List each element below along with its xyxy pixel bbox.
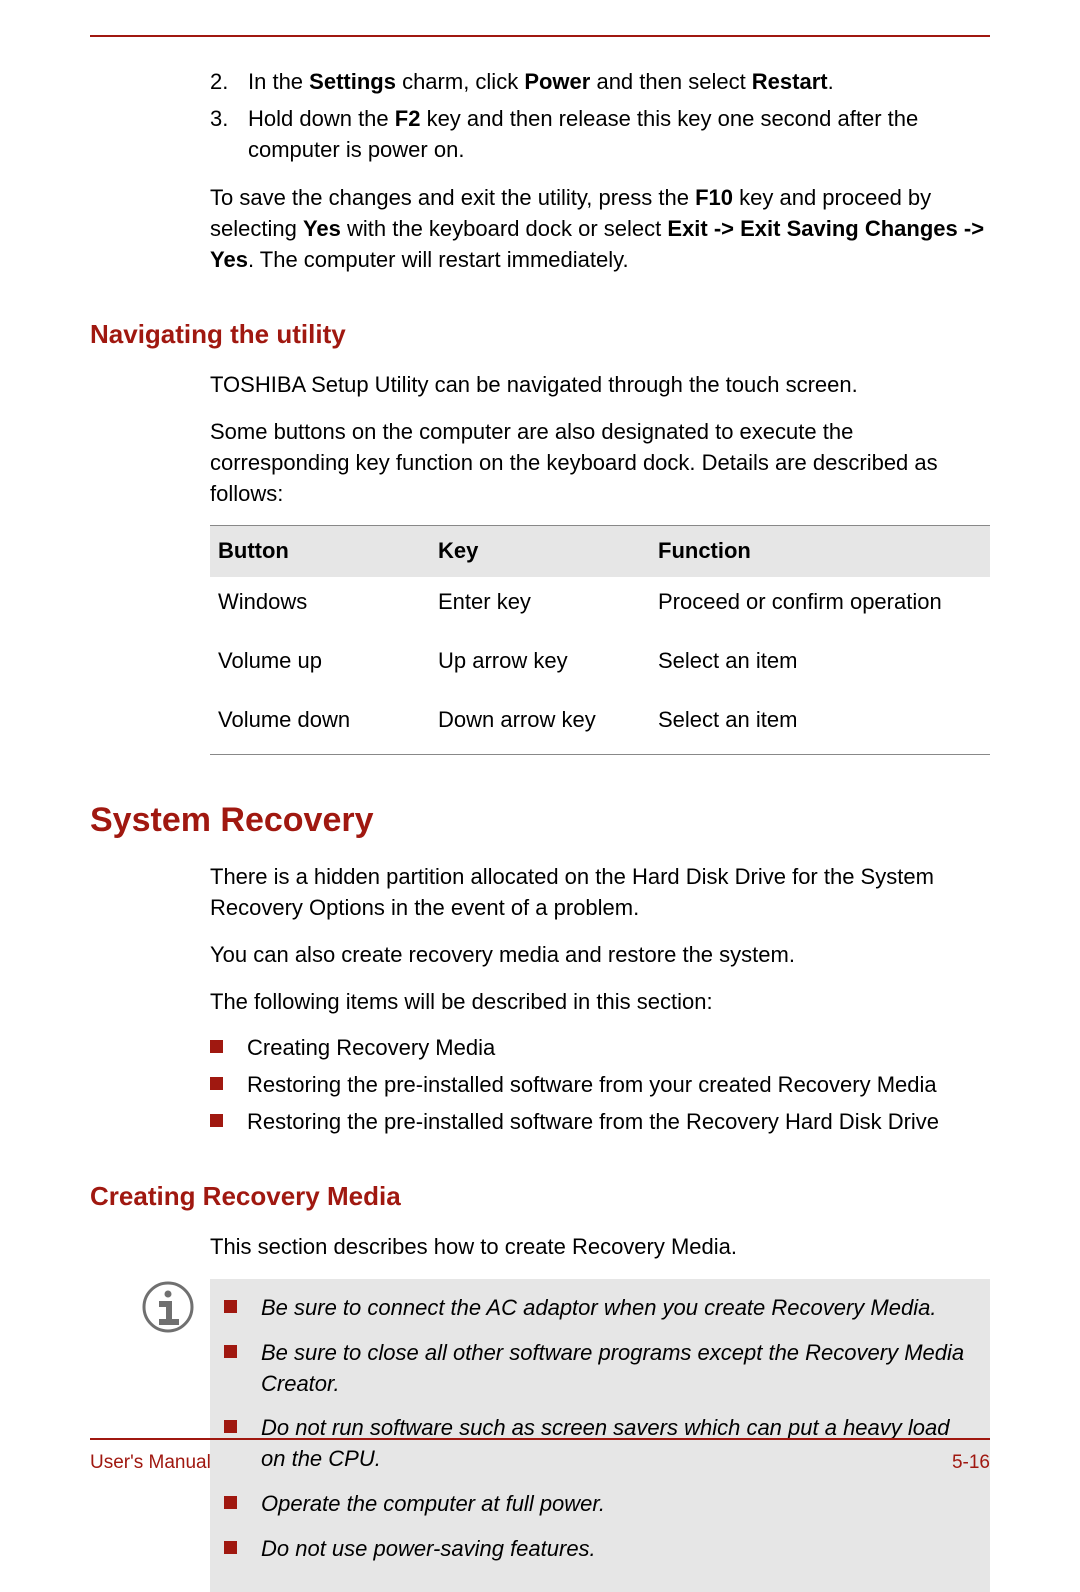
footer-right: 5-16: [952, 1450, 990, 1477]
bullet-icon: [224, 1300, 237, 1313]
bullet-text: Be sure to connect the AC adaptor when y…: [261, 1293, 936, 1324]
list-item: Creating Recovery Media: [210, 1033, 990, 1064]
step-text: In the Settings charm, click Power and t…: [248, 67, 834, 98]
bullet-text: Do not use power-saving features.: [261, 1534, 596, 1565]
note-bullets: Be sure to connect the AC adaptor when y…: [224, 1293, 976, 1565]
table-row: Volume up Up arrow key Select an item: [210, 636, 990, 695]
bullet-icon: [224, 1345, 237, 1358]
nav-p2: Some buttons on the computer are also de…: [210, 417, 990, 509]
table-header-row: Button Key Function: [210, 526, 990, 577]
table-cell: Proceed or confirm operation: [658, 587, 982, 618]
table-header-cell: Function: [658, 536, 982, 567]
creating-p1: This section describes how to create Rec…: [210, 1232, 990, 1263]
table-cell: Select an item: [658, 705, 982, 736]
list-item: Be sure to close all other software prog…: [224, 1338, 976, 1400]
system-recovery-heading: System Recovery: [90, 797, 990, 845]
step-number: 3.: [210, 104, 248, 166]
list-item: Do not use power-saving features.: [224, 1534, 976, 1565]
bullet-icon: [210, 1040, 223, 1053]
footer-rule: [90, 1438, 990, 1440]
table-row: Volume down Down arrow key Select an ite…: [210, 695, 990, 754]
page-footer: User's Manual 5-16: [90, 1438, 990, 1477]
table-cell: Volume up: [218, 646, 438, 677]
header-rule: [90, 35, 990, 37]
note-content: Be sure to connect the AC adaptor when y…: [210, 1279, 990, 1592]
footer-row: User's Manual 5-16: [90, 1450, 990, 1477]
intro-block: 2. In the Settings charm, click Power an…: [210, 67, 990, 276]
table-cell: Down arrow key: [438, 705, 658, 736]
numbered-steps: 2. In the Settings charm, click Power an…: [210, 67, 990, 165]
list-item: Restoring the pre-installed software fro…: [210, 1070, 990, 1101]
step-item: 2. In the Settings charm, click Power an…: [210, 67, 990, 98]
list-item: Be sure to connect the AC adaptor when y…: [224, 1293, 976, 1324]
bullet-icon: [224, 1541, 237, 1554]
footer-left: User's Manual: [90, 1450, 211, 1477]
bullet-text: Be sure to close all other software prog…: [261, 1338, 976, 1400]
bullet-text: Operate the computer at full power.: [261, 1489, 605, 1520]
creating-heading: Creating Recovery Media: [90, 1178, 990, 1214]
recovery-bullets: Creating Recovery Media Restoring the pr…: [210, 1033, 990, 1137]
bullet-icon: [210, 1077, 223, 1090]
table-cell: Volume down: [218, 705, 438, 736]
table-cell: Enter key: [438, 587, 658, 618]
table-cell: Windows: [218, 587, 438, 618]
recovery-p1: There is a hidden partition allocated on…: [210, 862, 990, 924]
key-function-table: Button Key Function Windows Enter key Pr…: [210, 525, 990, 754]
navigating-block: TOSHIBA Setup Utility can be navigated t…: [210, 370, 990, 754]
recovery-p3: The following items will be described in…: [210, 987, 990, 1018]
list-item: Operate the computer at full power.: [224, 1489, 976, 1520]
step-item: 3. Hold down the F2 key and then release…: [210, 104, 990, 166]
table-cell: Select an item: [658, 646, 982, 677]
bullet-icon: [224, 1496, 237, 1509]
recovery-block: There is a hidden partition allocated on…: [210, 862, 990, 1138]
page-content: 2. In the Settings charm, click Power an…: [0, 0, 1080, 1592]
creating-block: This section describes how to create Rec…: [210, 1232, 990, 1263]
table-row: Windows Enter key Proceed or confirm ope…: [210, 577, 990, 636]
table-cell: Up arrow key: [438, 646, 658, 677]
list-item: Restoring the pre-installed software fro…: [210, 1107, 990, 1138]
recovery-p2: You can also create recovery media and r…: [210, 940, 990, 971]
step-text: Hold down the F2 key and then release th…: [248, 104, 990, 166]
bullet-icon: [224, 1420, 237, 1433]
table-header-cell: Button: [218, 536, 438, 567]
navigating-heading: Navigating the utility: [90, 316, 990, 352]
bullet-text: Creating Recovery Media: [247, 1033, 495, 1064]
bullet-icon: [210, 1114, 223, 1127]
bullet-text: Restoring the pre-installed software fro…: [247, 1107, 939, 1138]
step-number: 2.: [210, 67, 248, 98]
table-header-cell: Key: [438, 536, 658, 567]
info-note: Be sure to connect the AC adaptor when y…: [142, 1279, 990, 1592]
info-icon: [142, 1281, 194, 1342]
nav-p1: TOSHIBA Setup Utility can be navigated t…: [210, 370, 990, 401]
bullet-text: Restoring the pre-installed software fro…: [247, 1070, 937, 1101]
save-paragraph: To save the changes and exit the utility…: [210, 183, 990, 275]
